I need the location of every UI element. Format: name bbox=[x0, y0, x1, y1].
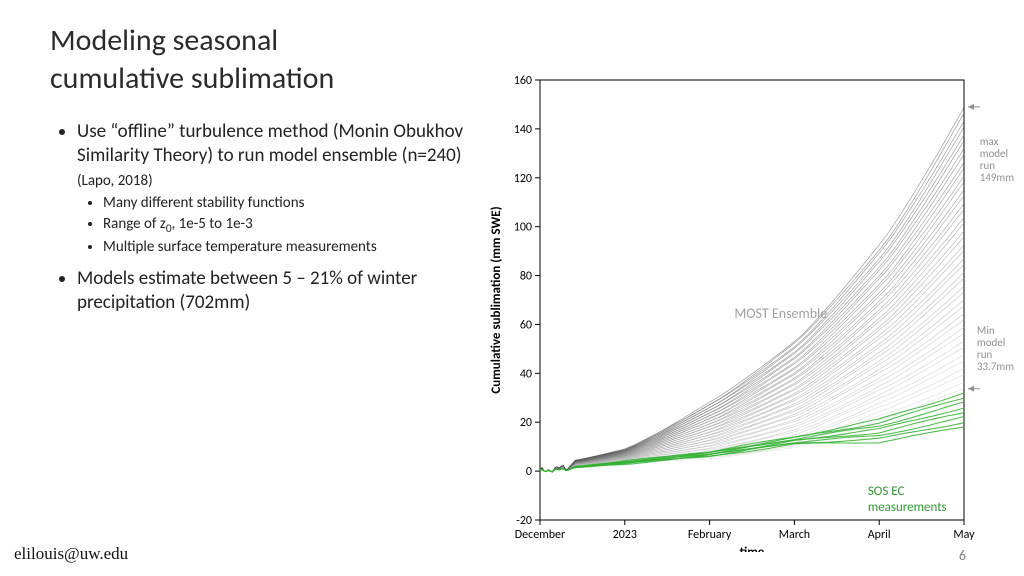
svg-text:time: time bbox=[740, 545, 765, 552]
sos-label: SOS EC measurements bbox=[868, 484, 947, 515]
sos-label-l1: SOS EC bbox=[868, 484, 905, 499]
bullet-1-sub-2: Range of z0, 1e-5 to 1e-3 bbox=[103, 214, 485, 237]
svg-text:60: 60 bbox=[520, 318, 532, 332]
max-ann-l1: max bbox=[980, 135, 999, 148]
svg-text:100: 100 bbox=[514, 221, 532, 235]
svg-text:February: February bbox=[688, 528, 732, 542]
svg-text:April: April bbox=[868, 528, 891, 542]
svg-text:80: 80 bbox=[520, 270, 532, 284]
slide-title: Modeling seasonal cumulative sublimation bbox=[50, 22, 334, 97]
svg-text:March: March bbox=[779, 528, 810, 542]
bullet-1-citation: (Lapo, 2018) bbox=[77, 172, 153, 190]
bullet-1-sub-3: Multiple surface temperature measurement… bbox=[103, 237, 485, 257]
min-ann-l4: 33.7mm bbox=[977, 360, 1014, 373]
chart-container: -20 0 20 40 60 80 100 120 140 160 December 2023 Febr… bbox=[478, 68, 1012, 552]
svg-text:160: 160 bbox=[514, 74, 532, 88]
svg-text:-20: -20 bbox=[516, 514, 532, 528]
sub2-pre: Range of z bbox=[103, 215, 166, 233]
bullet-2: Models estimate between 5 – 21% of winte… bbox=[77, 267, 485, 315]
bullet-1-sub-1: Many different stability functions bbox=[103, 193, 485, 213]
svg-text:December: December bbox=[515, 528, 565, 542]
svg-text:May: May bbox=[953, 528, 975, 542]
max-ann-l2: model bbox=[980, 147, 1008, 160]
body-bullets: Use “offline” turbulence method (Monin O… bbox=[55, 120, 485, 318]
svg-text:20: 20 bbox=[520, 416, 532, 430]
min-ann-l2: model bbox=[977, 336, 1005, 349]
min-annotation: Min model run 33.7mm bbox=[977, 325, 1014, 373]
svg-text:120: 120 bbox=[514, 172, 532, 186]
sub2-post: , 1e-5 to 1e-3 bbox=[172, 215, 253, 233]
min-ann-l3: run bbox=[977, 348, 992, 361]
svg-text:140: 140 bbox=[514, 123, 532, 137]
svg-text:40: 40 bbox=[520, 367, 532, 381]
max-annotation: max model run 149mm bbox=[980, 136, 1014, 184]
max-ann-l4: 149mm bbox=[980, 171, 1014, 184]
svg-text:Cumulative sublimation (mm SWE: Cumulative sublimation (mm SWE) bbox=[489, 206, 504, 393]
title-line-2: cumulative sublimation bbox=[50, 60, 334, 97]
sos-label-l2: measurements bbox=[868, 500, 947, 515]
bullet-1-text: Use “offline” turbulence method (Monin O… bbox=[77, 120, 463, 167]
min-ann-l1: Min bbox=[977, 324, 995, 337]
ensemble-label: MOST Ensemble bbox=[734, 305, 827, 322]
bullet-1: Use “offline” turbulence method (Monin O… bbox=[77, 120, 485, 257]
svg-text:0: 0 bbox=[526, 465, 532, 479]
max-ann-l3: run bbox=[980, 159, 995, 172]
svg-text:2023: 2023 bbox=[613, 528, 637, 542]
footer-email: elilouis@uw.edu bbox=[14, 544, 128, 564]
title-line-1: Modeling seasonal bbox=[50, 22, 278, 59]
